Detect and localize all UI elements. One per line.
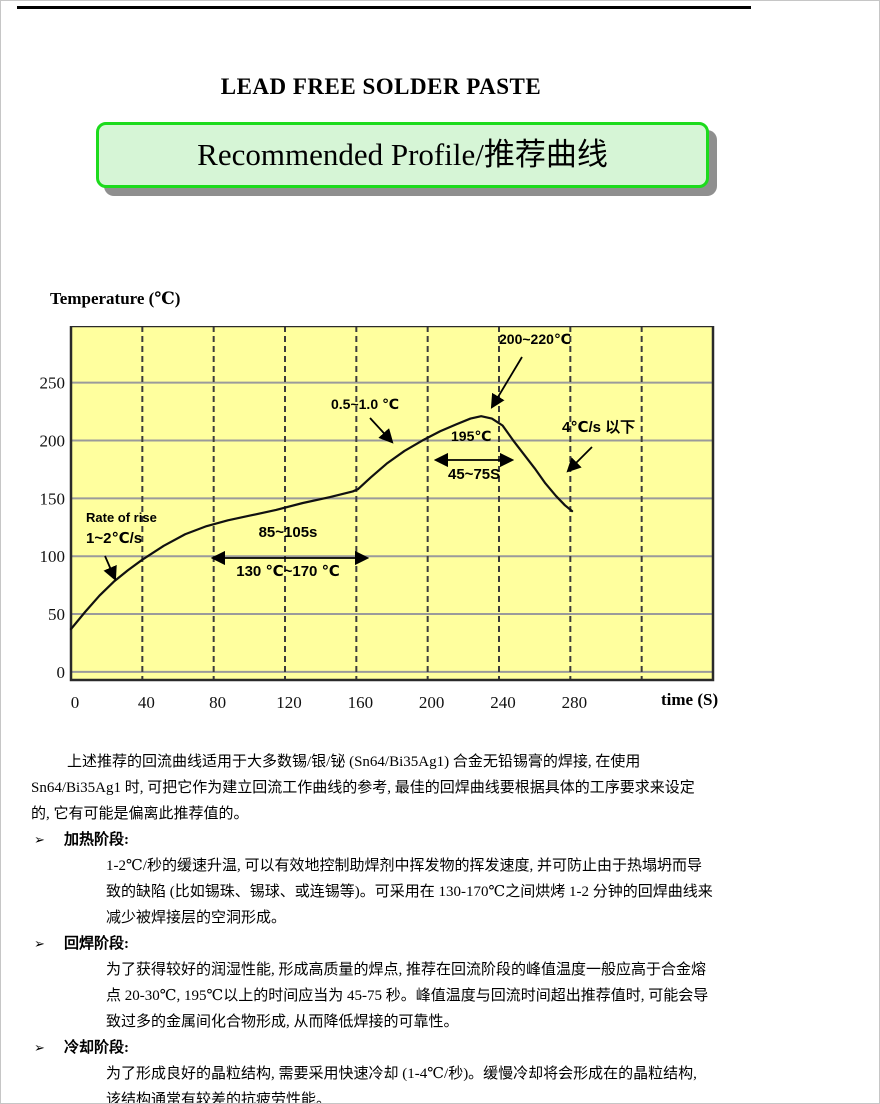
doc-title: LEAD FREE SOLDER PASTE [220, 74, 542, 99]
plot-area: 0 40 80 120 160 200 240 280 0 50 100 150 200 250 [40, 326, 715, 712]
svg-text:200: 200 [40, 432, 66, 451]
top-rule [17, 6, 751, 9]
svg-text:40: 40 [138, 693, 155, 712]
intro-line: 的, 它有可能是偏离此推荐值的。 [31, 806, 249, 822]
section-line: 减少被焊接层的空洞形成。 [106, 910, 287, 926]
section-heading-cooling: ➢ 冷却阶段: [31, 1035, 761, 1061]
svg-text:160: 160 [348, 693, 374, 712]
svg-text:250: 250 [40, 374, 66, 393]
svg-text:280: 280 [562, 693, 588, 712]
section-heading-heating: ➢ 加热阶段: [31, 827, 761, 853]
svg-text:240: 240 [490, 693, 516, 712]
svg-text:200: 200 [419, 693, 445, 712]
banner-title: Recommended Profile/推荐曲线 [197, 137, 608, 172]
section-title: 冷却阶段: [64, 1040, 129, 1056]
soak-temp-range: 130 ℃~170 ℃ [236, 563, 340, 580]
bullet-arrow-icon: ➢ [34, 1040, 45, 1055]
section-title: 回焊阶段: [64, 936, 129, 952]
time-above-threshold: 45~75S [448, 466, 501, 483]
cooling-rate: 4℃/s 以下 [562, 419, 636, 436]
section-heading-reflow: ➢ 回焊阶段: [31, 931, 761, 957]
body-text: 上述推荐的回流曲线适用于大多数锡/银/铋 (Sn64/Bi35Ag1) 合金无铅… [31, 749, 761, 1104]
svg-text:100: 100 [40, 547, 66, 566]
bullet-arrow-icon: ➢ [34, 936, 45, 951]
reflow-profile-chart: Temperature (℃) 0 40 80 120 160 200 240 280 0 50 1… [1, 281, 879, 741]
soak-time-range: 85~105s [258, 524, 318, 541]
intro-line: Sn64/Bi35Ag1 时, 可把它作为建立回流工作曲线的参考, 最佳的回焊曲… [31, 780, 695, 796]
rate-of-rise-value: 1~2℃/s [86, 530, 143, 547]
svg-text:0: 0 [57, 663, 66, 682]
x-axis-title: time (S) [661, 690, 719, 709]
svg-text:0: 0 [71, 693, 80, 712]
section-line: 为了获得较好的润湿性能, 形成高质量的焊点, 推荐在回流阶段的峰值温度一般应高于… [106, 962, 707, 978]
section-line: 点 20-30℃, 195℃以上的时间应当为 45-75 秒。峰值温度与回流时间… [106, 988, 709, 1004]
second-ramp-rate: 0.5~1.0 ℃ [331, 396, 399, 412]
svg-text:150: 150 [40, 489, 66, 508]
svg-text:50: 50 [48, 605, 65, 624]
intro-line: 上述推荐的回流曲线适用于大多数锡/银/铋 (Sn64/Bi35Ag1) 合金无铅… [67, 754, 641, 770]
svg-text:80: 80 [209, 693, 226, 712]
peak-temp-range: 200~220℃ [499, 331, 571, 347]
y-axis-title: Temperature (℃) [50, 289, 181, 308]
bullet-arrow-icon: ➢ [34, 832, 45, 847]
section-line: 致过多的金属间化合物形成, 从而降低焊接的可靠性。 [106, 1014, 459, 1030]
section-line: 致的缺陷 (比如锡珠、锡球、或连锡等)。可采用在 130-170℃之间烘烤 1-… [106, 884, 713, 900]
section-line: 该结构通常有较差的抗疲劳性能。 [106, 1092, 332, 1104]
section-line: 为了形成良好的晶粒结构, 需要采用快速冷却 (1-4℃/秒)。缓慢冷却将会形成在… [106, 1066, 697, 1082]
section-title: 加热阶段: [64, 832, 129, 848]
threshold-temp: 195℃ [451, 428, 492, 444]
banner-box: Recommended Profile/推荐曲线 [96, 122, 709, 188]
rate-of-rise-label: Rate of rise [86, 510, 157, 525]
section-line: 1-2℃/秒的缓速升温, 可以有效地控制助焊剂中挥发物的挥发速度, 并可防止由于… [106, 858, 702, 874]
svg-text:120: 120 [276, 693, 302, 712]
